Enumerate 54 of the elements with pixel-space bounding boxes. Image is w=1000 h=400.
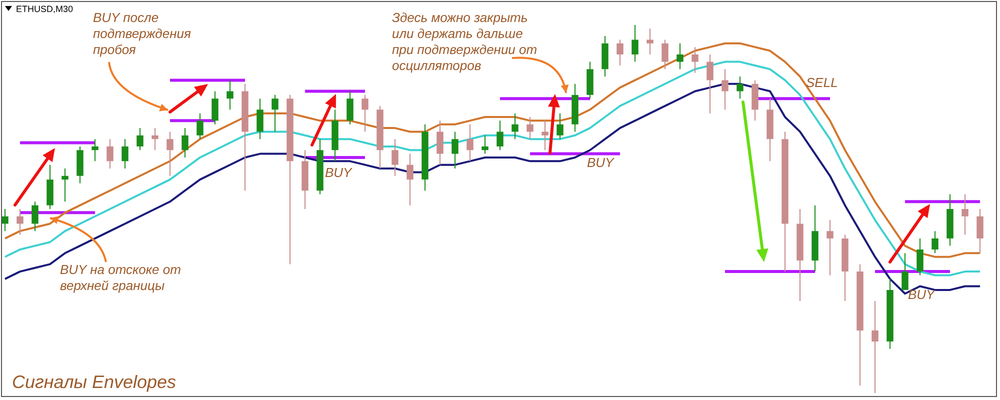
candlestick	[92, 138, 98, 162]
candlestick	[166, 131, 174, 176]
candlestick	[212, 90, 218, 125]
candlestick	[646, 28, 654, 55]
candlestick	[62, 168, 68, 202]
candlestick	[692, 46, 698, 74]
annotation: Здесь можно закрыть или держать дальше при подтверждении от осцилляторов	[392, 10, 538, 74]
candlestick	[466, 124, 474, 162]
candlestick	[122, 138, 128, 170]
candlestick	[512, 112, 518, 140]
candlestick	[542, 120, 548, 151]
candlestick	[406, 153, 414, 206]
candlestick	[976, 208, 984, 254]
candlestick	[226, 80, 234, 110]
candlestick	[826, 220, 834, 276]
candlestick	[736, 76, 744, 100]
candlestick	[632, 24, 638, 62]
annotation: BUY	[325, 165, 354, 181]
annotation: BUY после подтверждения пробоя	[93, 10, 192, 58]
candlestick	[256, 98, 264, 140]
candlestick	[196, 112, 204, 140]
annotation: BUY	[908, 287, 936, 303]
candlestick	[916, 238, 924, 276]
annotation: SELL	[806, 75, 839, 91]
candlestick	[706, 54, 714, 114]
candlestick	[526, 116, 534, 140]
candlestick	[2, 208, 8, 232]
candlestick	[452, 131, 458, 170]
candlestick	[902, 252, 908, 290]
candlestick	[662, 39, 668, 70]
candlestick	[272, 94, 278, 132]
candlestick	[496, 120, 504, 151]
candlestick	[182, 128, 188, 158]
candlestick	[32, 201, 38, 232]
candlestick	[932, 230, 938, 254]
text: Сигналы Envelopes	[12, 372, 176, 393]
candlestick	[136, 128, 144, 151]
candlestick	[482, 134, 488, 154]
candlestick	[872, 300, 878, 394]
candlestick	[106, 138, 114, 170]
annotation: BUY	[587, 155, 616, 171]
annotation: BUY на отскоке от верхней границы	[60, 262, 182, 294]
candlestick	[616, 39, 624, 66]
candlestick	[556, 112, 564, 140]
candlestick	[362, 94, 368, 132]
candlestick	[962, 194, 968, 236]
candlestick	[436, 120, 444, 166]
candlestick	[152, 128, 158, 151]
candlestick	[676, 42, 684, 70]
candlestick	[346, 90, 354, 125]
chart-title: ETHUSD,M30	[16, 4, 74, 14]
candlestick	[16, 208, 24, 236]
candlestick	[722, 68, 728, 110]
candlestick	[392, 138, 398, 176]
